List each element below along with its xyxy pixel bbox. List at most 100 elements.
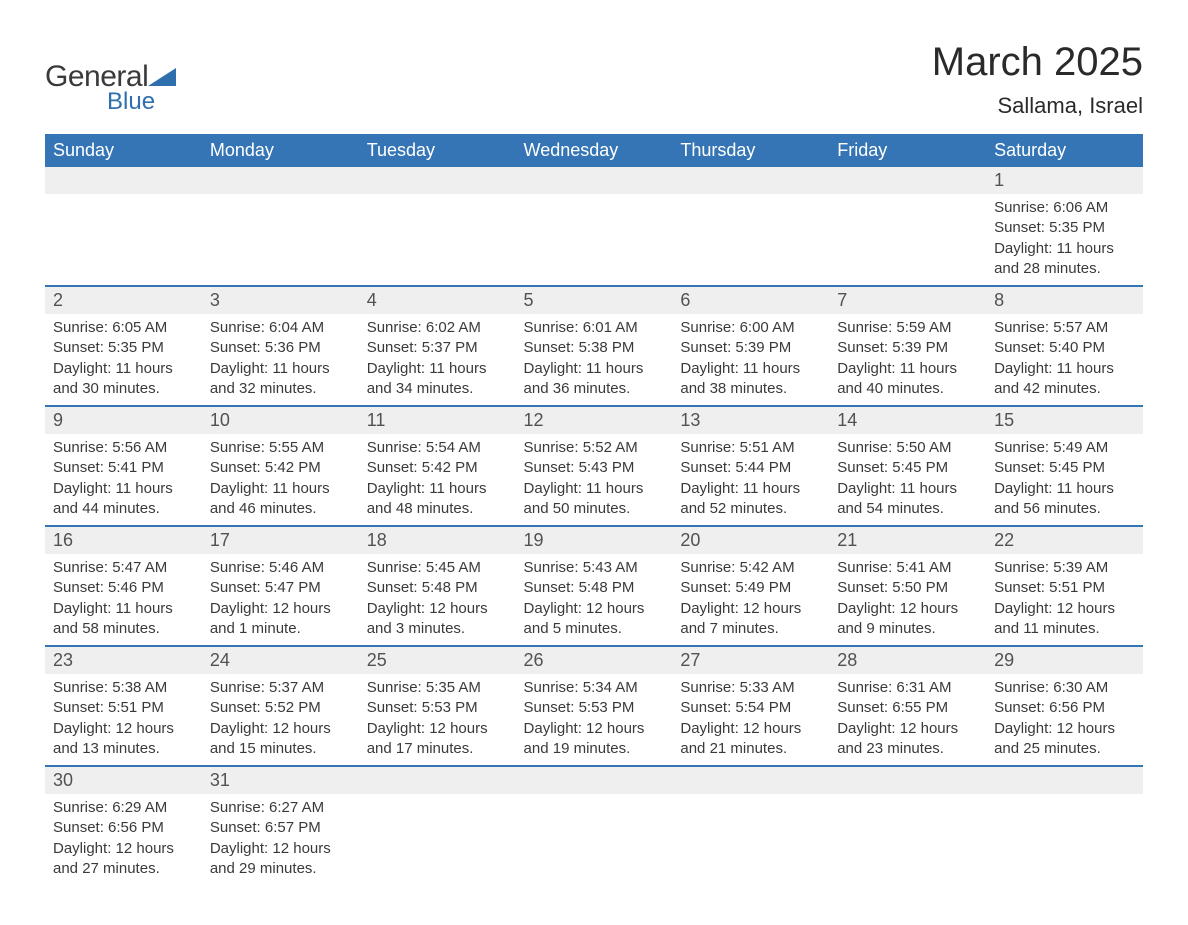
day-details-cell: Sunrise: 6:29 AMSunset: 6:56 PMDaylight:… — [45, 794, 202, 885]
day-details-cell: Sunrise: 5:34 AMSunset: 5:53 PMDaylight:… — [516, 674, 673, 766]
sunrise-line: Sunrise: 6:00 AM — [680, 318, 821, 338]
daylight-line: Daylight: 11 hours and 46 minutes. — [210, 479, 351, 520]
weekday-header: Monday — [202, 134, 359, 167]
sunset-line: Sunset: 5:42 PM — [210, 458, 351, 478]
sunset-line: Sunset: 5:37 PM — [367, 338, 508, 358]
day-details-cell: Sunrise: 5:45 AMSunset: 5:48 PMDaylight:… — [359, 554, 516, 646]
day-details-cell — [202, 194, 359, 286]
day-details-cell: Sunrise: 5:47 AMSunset: 5:46 PMDaylight:… — [45, 554, 202, 646]
day-number-cell: 19 — [516, 526, 673, 554]
sunrise-line: Sunrise: 5:56 AM — [53, 438, 194, 458]
day-details-row: Sunrise: 5:56 AMSunset: 5:41 PMDaylight:… — [45, 434, 1143, 526]
day-details-row: Sunrise: 5:38 AMSunset: 5:51 PM Daylight:… — [45, 674, 1143, 766]
day-details-row: Sunrise: 6:29 AMSunset: 6:56 PMDaylight:… — [45, 794, 1143, 885]
day-details-cell: Sunrise: 5:50 AMSunset: 5:45 PMDaylight:… — [829, 434, 986, 526]
day-number-cell — [672, 766, 829, 794]
day-details-cell: Sunrise: 6:06 AMSunset: 5:35 PMDaylight:… — [986, 194, 1143, 286]
title-block: March 2025 Sallama, Israel — [932, 40, 1143, 119]
sunrise-line: Sunrise: 5:45 AM — [367, 558, 508, 578]
sunrise-line: Sunrise: 6:30 AM — [994, 678, 1135, 698]
day-number-cell: 3 — [202, 286, 359, 314]
sunrise-line: Sunrise: 5:51 AM — [680, 438, 821, 458]
day-number-cell: 20 — [672, 526, 829, 554]
daylight-line: Daylight: 11 hours and 36 minutes. — [524, 359, 665, 400]
day-number-cell: 30 — [45, 766, 202, 794]
day-number-row: 3031 — [45, 766, 1143, 794]
day-number-cell: 7 — [829, 286, 986, 314]
sunset-line: Sunset: 5:48 PM — [367, 578, 508, 598]
day-details-row: Sunrise: 5:47 AMSunset: 5:46 PMDaylight:… — [45, 554, 1143, 646]
logo: General Blue — [45, 60, 176, 116]
sunset-line: Sunset: 5:40 PM — [994, 338, 1135, 358]
sunset-line: Sunset: 5:44 PM — [680, 458, 821, 478]
sunset-line: Sunset: 6:56 PM — [53, 818, 194, 838]
sunset-line: Sunset: 6:56 PM — [994, 698, 1135, 718]
day-details-cell: Sunrise: 5:49 AMSunset: 5:45 PMDaylight:… — [986, 434, 1143, 526]
daylight-line: Daylight: 11 hours and 32 minutes. — [210, 359, 351, 400]
location-label: Sallama, Israel — [932, 93, 1143, 119]
daylight-line: Daylight: 11 hours and 42 minutes. — [994, 359, 1135, 400]
day-number-cell: 6 — [672, 286, 829, 314]
daylight-line: Daylight: 12 hours and 15 minutes. — [210, 719, 351, 760]
day-number-cell: 16 — [45, 526, 202, 554]
day-details-cell — [516, 194, 673, 286]
sunrise-line: Sunrise: 5:54 AM — [367, 438, 508, 458]
day-number-cell — [516, 167, 673, 194]
weekday-header: Saturday — [986, 134, 1143, 167]
day-number-row: 2345678 — [45, 286, 1143, 314]
sunrise-line: Sunrise: 5:39 AM — [994, 558, 1135, 578]
sunset-line: Sunset: 5:43 PM — [524, 458, 665, 478]
daylight-line: Daylight: 12 hours and 25 minutes. — [994, 719, 1135, 760]
sunrise-line: Sunrise: 6:06 AM — [994, 198, 1135, 218]
day-details-cell: Sunrise: 5:59 AMSunset: 5:39 PMDaylight:… — [829, 314, 986, 406]
sunrise-line: Sunrise: 5:50 AM — [837, 438, 978, 458]
daylight-line: Daylight: 12 hours and 7 minutes. — [680, 599, 821, 640]
sunrise-line: Sunrise: 5:49 AM — [994, 438, 1135, 458]
day-details-cell — [672, 794, 829, 885]
day-number-cell: 17 — [202, 526, 359, 554]
day-details-cell — [359, 194, 516, 286]
daylight-line: Daylight: 11 hours and 30 minutes. — [53, 359, 194, 400]
sunset-line: Sunset: 5:45 PM — [837, 458, 978, 478]
day-number-cell — [829, 766, 986, 794]
sunset-line: Sunset: 5:39 PM — [680, 338, 821, 358]
sunset-line: Sunset: 5:53 PM — [524, 698, 665, 718]
weekday-header: Wednesday — [516, 134, 673, 167]
sunrise-line: Sunrise: 5:38 AM — [53, 678, 194, 698]
day-number-cell: 18 — [359, 526, 516, 554]
day-number-cell: 2 — [45, 286, 202, 314]
day-details-cell: Sunrise: 6:02 AMSunset: 5:37 PMDaylight:… — [359, 314, 516, 406]
daylight-line: Daylight: 12 hours and 9 minutes. — [837, 599, 978, 640]
month-title: March 2025 — [932, 40, 1143, 85]
day-details-cell: Sunrise: 5:52 AMSunset: 5:43 PMDaylight:… — [516, 434, 673, 526]
sunset-line: Sunset: 5:35 PM — [53, 338, 194, 358]
daylight-line: Daylight: 11 hours and 58 minutes. — [53, 599, 194, 640]
sunrise-line: Sunrise: 5:42 AM — [680, 558, 821, 578]
day-details-cell: Sunrise: 5:42 AMSunset: 5:49 PMDaylight:… — [672, 554, 829, 646]
sunset-line: Sunset: 5:51 PM — [53, 698, 194, 718]
day-details-cell: Sunrise: 6:27 AMSunset: 6:57 PMDaylight:… — [202, 794, 359, 885]
sunset-line: Sunset: 6:55 PM — [837, 698, 978, 718]
day-number-cell: 28 — [829, 646, 986, 674]
day-number-cell: 10 — [202, 406, 359, 434]
day-details-cell: Sunrise: 5:39 AMSunset: 5:51 PMDaylight:… — [986, 554, 1143, 646]
day-details-cell: Sunrise: 5:57 AMSunset: 5:40 PMDaylight:… — [986, 314, 1143, 406]
sunset-line: Sunset: 5:49 PM — [680, 578, 821, 598]
day-details-cell: Sunrise: 5:33 AMSunset: 5:54 PMDaylight:… — [672, 674, 829, 766]
day-details-cell — [829, 794, 986, 885]
day-details-cell: Sunrise: 5:43 AMSunset: 5:48 PMDaylight:… — [516, 554, 673, 646]
day-details-cell: Sunrise: 5:35 AMSunset: 5:53 PMDaylight:… — [359, 674, 516, 766]
sunset-line: Sunset: 5:47 PM — [210, 578, 351, 598]
sunset-line: Sunset: 5:42 PM — [367, 458, 508, 478]
day-details-cell — [672, 194, 829, 286]
day-details-cell — [516, 794, 673, 885]
daylight-line: Daylight: 11 hours and 28 minutes. — [994, 239, 1135, 280]
daylight-line: Daylight: 12 hours and 17 minutes. — [367, 719, 508, 760]
day-details-cell: Sunrise: 5:38 AMSunset: 5:51 PMDaylight:… — [45, 674, 202, 766]
day-number-cell — [986, 766, 1143, 794]
daylight-line: Daylight: 11 hours and 34 minutes. — [367, 359, 508, 400]
sunrise-line: Sunrise: 5:41 AM — [837, 558, 978, 578]
daylight-line: Daylight: 11 hours and 44 minutes. — [53, 479, 194, 520]
sunrise-line: Sunrise: 6:29 AM — [53, 798, 194, 818]
sunrise-line: Sunrise: 6:31 AM — [837, 678, 978, 698]
